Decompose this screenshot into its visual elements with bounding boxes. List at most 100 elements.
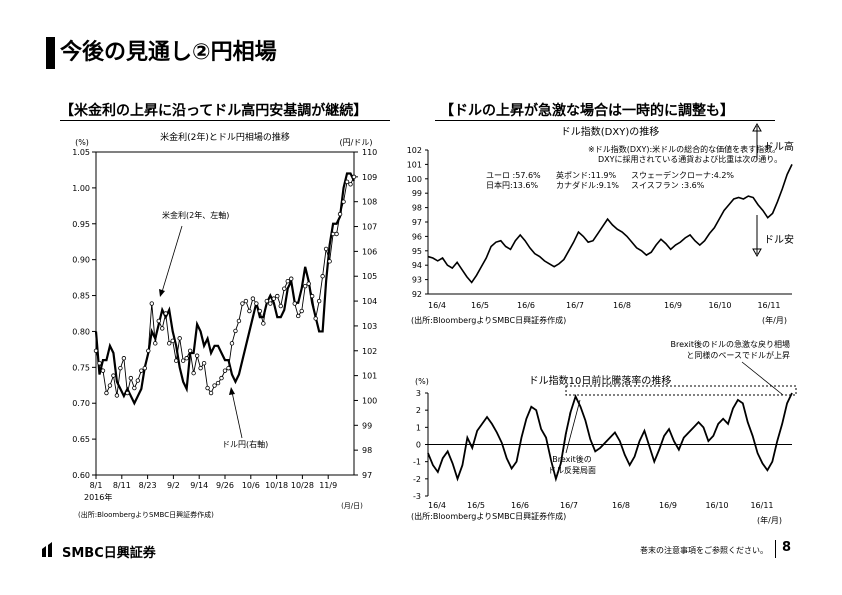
- change-y-tick-label: -2: [413, 475, 421, 484]
- currency-weight: カナダドル:9.1%: [556, 180, 619, 190]
- change-x-tick-label: 16/5: [467, 501, 485, 510]
- x-tick-label: 9/26: [216, 481, 234, 490]
- currency-weight: 英ポンド:11.9%: [556, 170, 617, 180]
- left-axis-unit: (%): [75, 138, 89, 147]
- right-axis-unit: (円/ドル): [340, 138, 373, 147]
- usdjpy-point: [275, 293, 280, 299]
- usdjpy-point: [344, 179, 350, 185]
- usdjpy-point: [226, 365, 231, 371]
- brand-name: SMBC日興証券: [62, 546, 156, 561]
- right-y-tick-label: 110: [362, 148, 377, 157]
- change-y-unit: (%): [415, 377, 429, 386]
- change-y-tick-label: 3: [416, 389, 421, 398]
- left-y-tick-label: 1.05: [72, 148, 90, 157]
- dollar-down-arrow-head: [752, 248, 762, 258]
- rate-annotation-arrow: [161, 225, 183, 293]
- dxy-y-tick-label: 97: [412, 218, 422, 227]
- usdjpy-point: [250, 296, 256, 301]
- right-y-tick-label: 102: [362, 347, 377, 356]
- usdjpy-point: [233, 328, 238, 334]
- usdjpy-point: [219, 375, 224, 381]
- right-y-tick-label: 106: [362, 247, 377, 256]
- usdjpy-point: [306, 281, 311, 286]
- change-x-unit: (年/月): [757, 515, 782, 525]
- brexit-arrow-b: [565, 399, 581, 454]
- change-y-tick-label: 2: [416, 406, 421, 415]
- brexit-rebound-annotation: Brexit後のドル反発局面: [548, 454, 596, 475]
- dxy-series-line: [427, 164, 793, 284]
- usdjpy-point: [114, 393, 120, 398]
- currency-weight: スウェーデンクローナ:4.2%: [631, 170, 734, 180]
- right-y-tick-label: 105: [362, 272, 377, 281]
- usdjpy-point: [316, 298, 322, 304]
- usdjpy-point: [139, 368, 144, 373]
- change-series-line: [427, 392, 793, 483]
- dxy-y-tick-label: 100: [407, 175, 422, 184]
- change-x-tick-label: 16/11: [750, 501, 773, 510]
- usdjpy-point: [247, 308, 252, 314]
- footer-separator: [775, 540, 776, 558]
- usdjpy-point: [132, 385, 137, 391]
- usdjpy-point: [268, 301, 273, 306]
- right-y-tick-label: 101: [362, 372, 377, 381]
- usdjpy-point: [222, 368, 228, 373]
- change-y-tick-label: 1: [416, 423, 421, 432]
- right-y-tick-label: 104: [362, 297, 377, 306]
- usdjpy-point: [296, 313, 301, 319]
- right-y-tick-label: 109: [362, 173, 377, 182]
- usdjpy-point: [173, 358, 179, 363]
- right-y-tick-label: 99: [362, 421, 372, 430]
- x-tick-label: 8/11: [113, 481, 131, 490]
- footer-note: 巻末の注意事項をご参照ください。: [640, 546, 768, 555]
- rate-arrow-head: [159, 289, 165, 297]
- usdjpy-point: [118, 365, 123, 371]
- x-tick-label: 10/28: [291, 481, 314, 490]
- usdjpy-point: [271, 296, 277, 301]
- usdjpy-annotation: ドル円(右軸): [222, 439, 268, 449]
- usdjpy-point: [177, 336, 182, 341]
- left-y-tick-label: 1.00: [72, 184, 90, 193]
- usdjpy-point: [212, 383, 217, 388]
- dxy-y-tick-label: 95: [412, 247, 422, 256]
- right-heading-rule: [435, 120, 775, 121]
- usdjpy-point: [240, 301, 245, 306]
- left-heading-rule: [60, 120, 390, 121]
- title-accent-bar: [46, 37, 55, 69]
- left-section-heading: 【米金利の上昇に沿ってドル高円安基調が継続】: [60, 103, 368, 119]
- usdjpy-arrow-head: [229, 387, 235, 395]
- dxy-x-unit: (年/月): [762, 315, 787, 325]
- usdjpy-point: [236, 318, 242, 324]
- right-y-tick-label: 107: [362, 223, 377, 232]
- change-x-tick-label: 16/7: [560, 501, 578, 510]
- usdjpy-point: [121, 356, 127, 361]
- dxy-y-tick-label: 92: [412, 290, 422, 299]
- dxy-y-tick-label: 102: [407, 146, 422, 155]
- usdjpy-point: [299, 308, 304, 314]
- dxy-y-tick-label: 101: [407, 160, 422, 169]
- usdjpy-point: [327, 259, 332, 264]
- left-y-tick-label: 0.60: [72, 471, 90, 480]
- usdjpy-point: [337, 211, 343, 217]
- change-title: ドル指数10日前比騰落率の推移: [529, 374, 672, 387]
- x-tick-label: 9/14: [190, 481, 208, 490]
- usdjpy-point: [167, 341, 172, 346]
- usdjpy-point: [160, 326, 165, 331]
- usdjpy-point: [254, 301, 259, 306]
- right-section-heading: 【ドルの上昇が急激な場合は一時的に調整も】: [440, 103, 734, 119]
- usdjpy-point: [142, 365, 148, 371]
- usdjpy-point: [208, 390, 214, 396]
- dxy-note-2: DXYに採用されている通貨および比重は次の通り。: [598, 154, 782, 164]
- usdjpy-point: [313, 316, 318, 321]
- dxy-title: ドル指数(DXY)の推移: [561, 125, 659, 138]
- currency-weight: 日本円:13.6%: [486, 180, 539, 190]
- usdjpy-point: [125, 390, 130, 396]
- smbc-logo-icon: [42, 542, 52, 557]
- right-y-tick-label: 103: [362, 322, 377, 331]
- right-y-tick-label: 98: [362, 446, 372, 455]
- x-tick-label: 8/23: [139, 481, 157, 490]
- left-y-tick-label: 0.95: [72, 220, 90, 229]
- page-number: 8: [782, 540, 792, 555]
